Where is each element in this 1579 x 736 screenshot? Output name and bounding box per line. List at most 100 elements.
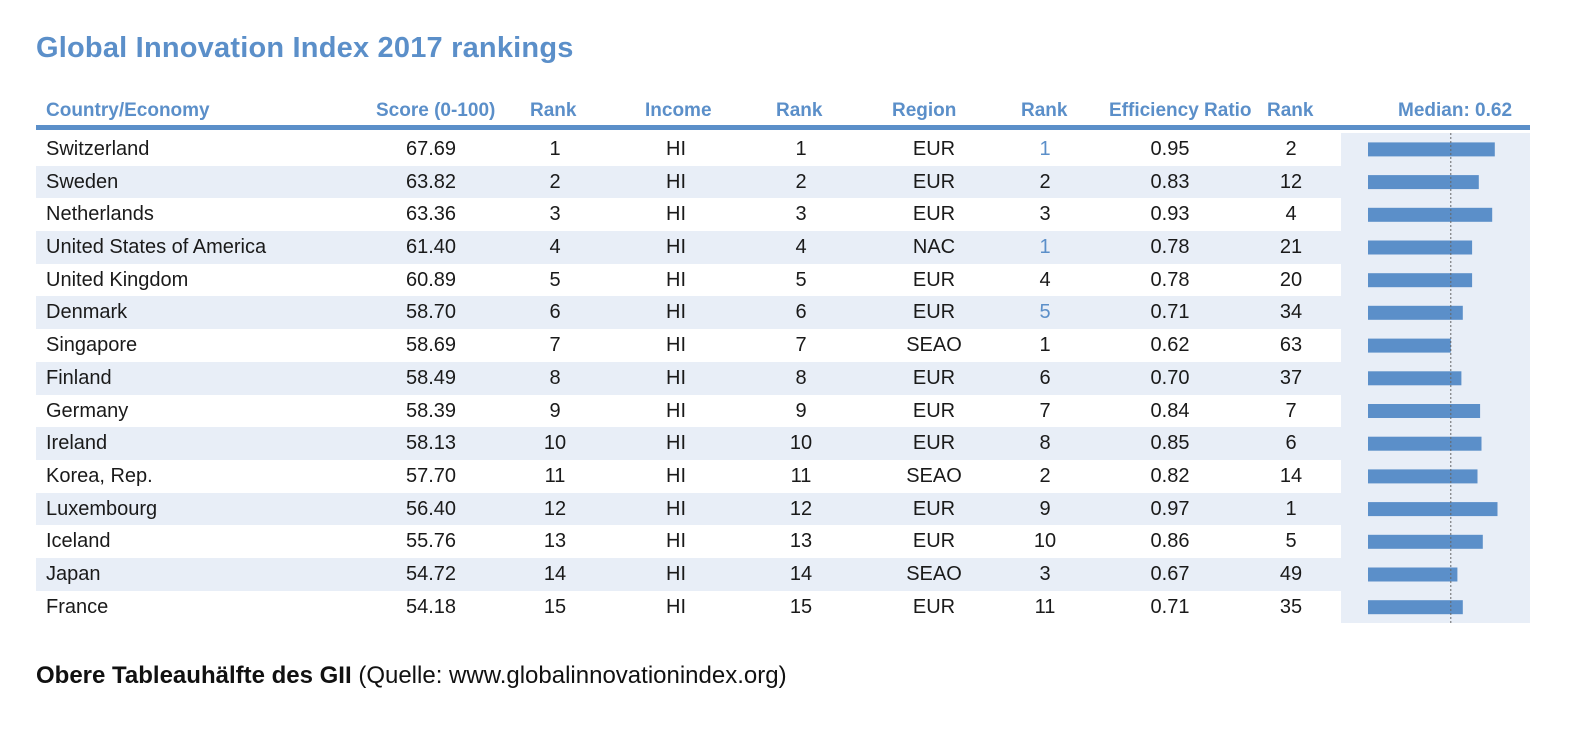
cell-score: 57.70	[405, 464, 457, 487]
cell-rank-efficiency: 20	[1279, 268, 1303, 291]
cell-efficiency: 0.71	[1150, 595, 1190, 618]
cell-rank-region: 4	[1039, 268, 1051, 291]
table-body: Switzerland 67.69 1 HI 1 EUR 1 0.95 2 Sweden 63.82…	[36, 133, 1341, 623]
cell-rank-income: 11	[790, 464, 812, 487]
cell-rank-efficiency: 4	[1285, 203, 1297, 226]
cell-efficiency: 0.67	[1150, 562, 1190, 585]
table-row: Sweden 63.82 2 HI 2 EUR 2 0.83 12	[36, 165, 1341, 199]
cell-rank-score: 12	[543, 497, 567, 520]
table-row: United Kingdom 60.89 5 HI 5 EUR 4 0.78 20	[36, 264, 1341, 297]
cell-score: 67.69	[405, 138, 457, 160]
cell-income: HI	[666, 464, 686, 487]
cell-rank-income: 7	[795, 334, 807, 357]
cell-efficiency: 0.97	[1150, 497, 1190, 520]
cell-income: HI	[666, 366, 686, 389]
cell-country: United Kingdom	[46, 268, 189, 291]
caption: Obere Tableauhälfte des GII (Quelle: www…	[36, 662, 787, 690]
cell-efficiency: 0.85	[1150, 432, 1190, 455]
cell-efficiency: 0.70	[1150, 366, 1190, 389]
header-median: Median: 0.62	[1398, 100, 1513, 121]
header-score: Score (0-100)	[376, 100, 496, 121]
cell-efficiency: 0.71	[1150, 301, 1190, 324]
cell-rank-efficiency: 21	[1279, 236, 1303, 259]
efficiency-bar	[1368, 502, 1498, 517]
cell-efficiency: 0.78	[1150, 268, 1190, 291]
cell-region: EUR	[912, 138, 956, 160]
cell-rank-income: 8	[795, 366, 807, 389]
cell-rank-score: 1	[549, 138, 561, 160]
cell-country: Singapore	[46, 334, 138, 357]
header-rank-score: Rank	[530, 100, 577, 121]
table-row: Denmark 58.70 6 HI 6 EUR 5 0.71 34	[36, 296, 1341, 330]
cell-income: HI	[666, 334, 686, 357]
cell-region: EUR	[912, 366, 956, 389]
cell-rank-income: 12	[789, 497, 813, 520]
cell-region: EUR	[912, 530, 956, 553]
cell-score: 58.39	[405, 399, 457, 422]
cell-rank-region: 2	[1039, 170, 1051, 193]
cell-rank-region: 3	[1039, 203, 1051, 226]
cell-rank-region: 2	[1039, 464, 1051, 487]
cell-income: HI	[666, 530, 686, 553]
cell-rank-efficiency: 35	[1279, 595, 1303, 618]
efficiency-bar	[1368, 404, 1481, 418]
cell-country: Denmark	[46, 301, 128, 324]
cell-country: Finland	[46, 366, 112, 389]
cell-country: Sweden	[46, 170, 119, 193]
table-row: Luxembourg 56.40 12 HI 12 EUR 9 0.97 1	[36, 492, 1341, 526]
cell-region: EUR	[912, 399, 956, 422]
cell-country: Netherlands	[46, 203, 154, 226]
cell-region: EUR	[912, 170, 956, 193]
cell-region: EUR	[912, 497, 956, 520]
table-row: Korea, Rep. 57.70 11 HI 11 SEAO 2 0.82 14	[36, 460, 1341, 493]
efficiency-bar	[1368, 207, 1493, 222]
cell-rank-score: 8	[549, 366, 561, 389]
cell-score: 60.89	[405, 268, 457, 291]
cell-rank-efficiency: 12	[1279, 170, 1303, 193]
cell-rank-efficiency: 49	[1279, 562, 1303, 585]
cell-rank-region: 6	[1039, 366, 1051, 389]
cell-score: 54.18	[405, 595, 457, 618]
efficiency-bar	[1368, 371, 1462, 386]
header-rank-efficiency: Rank	[1267, 100, 1314, 121]
table-row: United States of America 61.40 4 HI 4 NAC 1 0.7…	[36, 231, 1341, 264]
header-efficiency: Efficiency Ratio	[1109, 100, 1252, 121]
cell-efficiency: 0.82	[1150, 464, 1190, 487]
cell-rank-income: 4	[795, 236, 807, 259]
cell-efficiency: 0.86	[1150, 530, 1190, 553]
table-row: Japan 54.72 14 HI 14 SEAO 3 0.67 49	[36, 557, 1341, 591]
header-rank-income: Rank	[776, 100, 823, 121]
cell-income: HI	[666, 301, 686, 324]
cell-region: EUR	[912, 301, 956, 324]
cell-country: France	[46, 595, 109, 618]
cell-rank-efficiency: 34	[1279, 301, 1303, 324]
cell-score: 61.40	[405, 236, 457, 259]
cell-efficiency: 0.93	[1150, 203, 1190, 226]
cell-income: HI	[666, 170, 686, 193]
header-income: Income	[645, 100, 712, 121]
efficiency-bars-svg	[1368, 133, 1498, 623]
cell-rank-score: 9	[549, 399, 561, 422]
cell-efficiency: 0.95	[1150, 138, 1190, 160]
cell-income: HI	[666, 432, 686, 455]
cell-rank-score: 2	[549, 170, 561, 193]
cell-efficiency: 0.83	[1150, 170, 1190, 193]
cell-region: SEAO	[906, 562, 962, 585]
cell-rank-region: 3	[1039, 562, 1051, 585]
cell-score: 58.69	[405, 334, 457, 357]
cell-rank-efficiency: 2	[1285, 138, 1297, 160]
efficiency-bar	[1368, 305, 1463, 320]
cell-country: United States of America	[46, 236, 267, 259]
cell-rank-income: 15	[789, 595, 813, 618]
efficiency-bar	[1368, 469, 1478, 484]
cell-region: SEAO	[906, 334, 962, 357]
cell-efficiency: 0.84	[1150, 399, 1190, 422]
cell-rank-efficiency: 37	[1279, 366, 1303, 389]
cell-country: Germany	[46, 399, 129, 422]
table-row: France 54.18 15 HI 15 EUR 11 0.71 35	[36, 591, 1341, 624]
cell-income: HI	[666, 399, 686, 422]
cell-score: 58.13	[405, 432, 457, 455]
cell-rank-efficiency: 6	[1285, 432, 1297, 455]
efficiency-bar	[1368, 175, 1479, 190]
cell-rank-score: 4	[549, 236, 561, 259]
